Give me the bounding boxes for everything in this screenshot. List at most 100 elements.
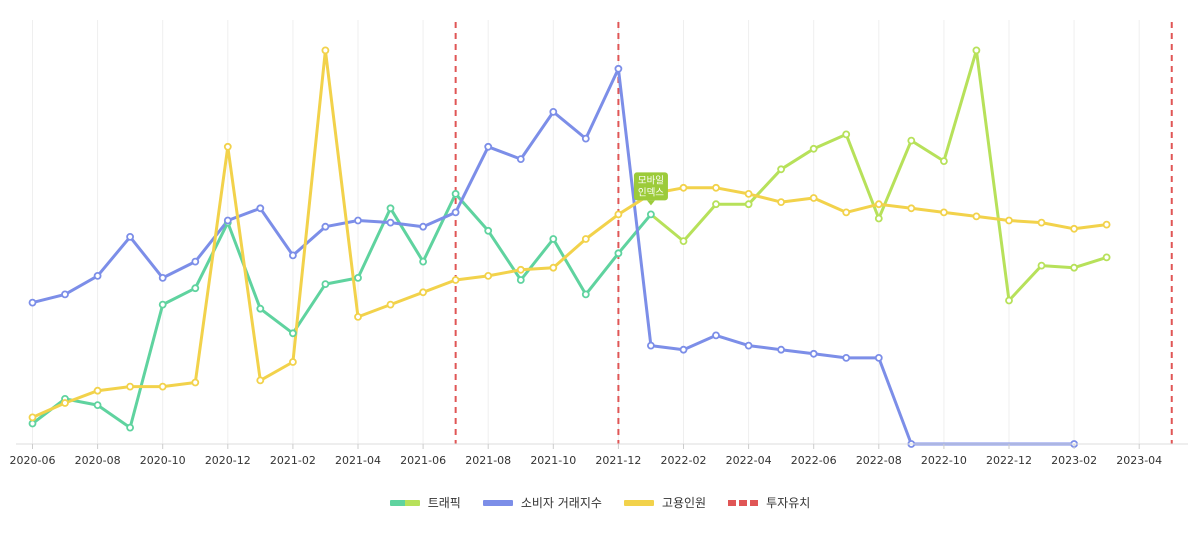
- data-point[interactable]: [321, 46, 330, 55]
- data-point[interactable]: [777, 198, 785, 207]
- data-point[interactable]: [1070, 263, 1078, 272]
- data-point[interactable]: [614, 64, 623, 73]
- data-point[interactable]: [549, 235, 558, 243]
- data-point[interactable]: [679, 237, 688, 246]
- data-point[interactable]: [874, 353, 883, 362]
- data-point[interactable]: [842, 208, 851, 217]
- data-point[interactable]: [321, 222, 330, 231]
- data-point[interactable]: [419, 288, 428, 297]
- data-point[interactable]: [516, 265, 525, 274]
- data-point[interactable]: [581, 134, 590, 143]
- data-point[interactable]: [809, 194, 818, 202]
- data-point[interactable]: [614, 210, 623, 219]
- data-point[interactable]: [1005, 296, 1013, 305]
- data-point[interactable]: [386, 300, 395, 309]
- data-point[interactable]: [842, 353, 851, 362]
- data-point[interactable]: [288, 251, 297, 260]
- data-point[interactable]: [354, 216, 362, 225]
- data-point[interactable]: [842, 130, 851, 139]
- data-point[interactable]: [386, 218, 395, 227]
- data-point[interactable]: [191, 257, 200, 266]
- data-point[interactable]: [158, 273, 167, 282]
- data-point[interactable]: [256, 376, 265, 385]
- x-tick-label: 2021-08: [465, 454, 511, 467]
- data-point[interactable]: [874, 214, 883, 223]
- x-tick-label: 2020-10: [140, 454, 186, 467]
- data-point[interactable]: [61, 399, 69, 407]
- legend-item-consumer-index[interactable]: 소비자 거래지수: [482, 494, 602, 511]
- data-point[interactable]: [61, 290, 69, 299]
- x-tick-label: 2021-02: [270, 454, 316, 467]
- data-point[interactable]: [354, 273, 362, 282]
- data-point[interactable]: [874, 200, 883, 209]
- data-point[interactable]: [191, 378, 200, 387]
- data-point[interactable]: [712, 200, 720, 209]
- data-point[interactable]: [679, 183, 688, 192]
- data-point[interactable]: [256, 304, 265, 313]
- data-point[interactable]: [223, 142, 232, 151]
- data-point[interactable]: [744, 189, 753, 198]
- legend-item-investment[interactable]: 투자유치: [728, 494, 810, 511]
- data-point[interactable]: [549, 108, 558, 116]
- data-point[interactable]: [451, 208, 460, 217]
- data-point[interactable]: [516, 276, 525, 284]
- data-point[interactable]: [93, 401, 102, 410]
- data-point[interactable]: [386, 204, 395, 213]
- data-point[interactable]: [158, 382, 167, 391]
- data-point[interactable]: [191, 284, 200, 293]
- data-point[interactable]: [581, 235, 590, 243]
- data-point[interactable]: [712, 331, 720, 340]
- data-point[interactable]: [972, 46, 981, 55]
- data-point[interactable]: [354, 312, 362, 321]
- data-point[interactable]: [907, 136, 916, 145]
- data-point[interactable]: [93, 271, 102, 280]
- data-point[interactable]: [1005, 216, 1013, 225]
- data-point[interactable]: [158, 300, 167, 309]
- data-point[interactable]: [679, 345, 688, 354]
- data-point[interactable]: [419, 222, 428, 231]
- data-point[interactable]: [809, 144, 818, 153]
- data-point[interactable]: [484, 226, 493, 235]
- data-point[interactable]: [288, 329, 297, 338]
- data-point[interactable]: [777, 345, 785, 354]
- data-point[interactable]: [484, 271, 493, 280]
- data-point[interactable]: [223, 216, 232, 225]
- data-point[interactable]: [484, 142, 493, 151]
- data-point[interactable]: [809, 349, 818, 358]
- data-point[interactable]: [549, 263, 558, 272]
- data-point[interactable]: [907, 204, 916, 213]
- data-point[interactable]: [288, 358, 297, 366]
- data-point[interactable]: [451, 276, 460, 284]
- data-point[interactable]: [126, 232, 135, 241]
- data-point[interactable]: [614, 249, 623, 258]
- data-point[interactable]: [647, 210, 655, 219]
- legend-item-traffic[interactable]: 트래픽: [389, 494, 461, 511]
- data-point[interactable]: [256, 204, 265, 213]
- data-point[interactable]: [1102, 220, 1111, 229]
- data-point[interactable]: [1037, 218, 1046, 227]
- data-point[interactable]: [777, 165, 785, 174]
- data-point[interactable]: [940, 157, 948, 166]
- data-point[interactable]: [581, 290, 590, 299]
- data-point[interactable]: [1102, 253, 1111, 262]
- data-point[interactable]: [93, 386, 102, 395]
- data-point[interactable]: [126, 423, 135, 432]
- data-point[interactable]: [1037, 261, 1046, 270]
- data-point[interactable]: [321, 280, 330, 289]
- data-point[interactable]: [972, 212, 981, 221]
- legend-item-employees[interactable]: 고용인원: [623, 494, 706, 511]
- data-point[interactable]: [647, 341, 655, 350]
- data-point[interactable]: [28, 419, 37, 428]
- data-point[interactable]: [28, 413, 37, 422]
- data-point[interactable]: [451, 189, 460, 198]
- data-point[interactable]: [126, 382, 135, 391]
- data-point[interactable]: [744, 341, 753, 350]
- data-point[interactable]: [940, 208, 948, 217]
- data-point[interactable]: [744, 200, 753, 209]
- data-point[interactable]: [712, 183, 720, 192]
- data-point[interactable]: [419, 257, 428, 266]
- data-point[interactable]: [28, 298, 37, 307]
- data-point[interactable]: [516, 155, 525, 164]
- data-point[interactable]: [1070, 224, 1078, 233]
